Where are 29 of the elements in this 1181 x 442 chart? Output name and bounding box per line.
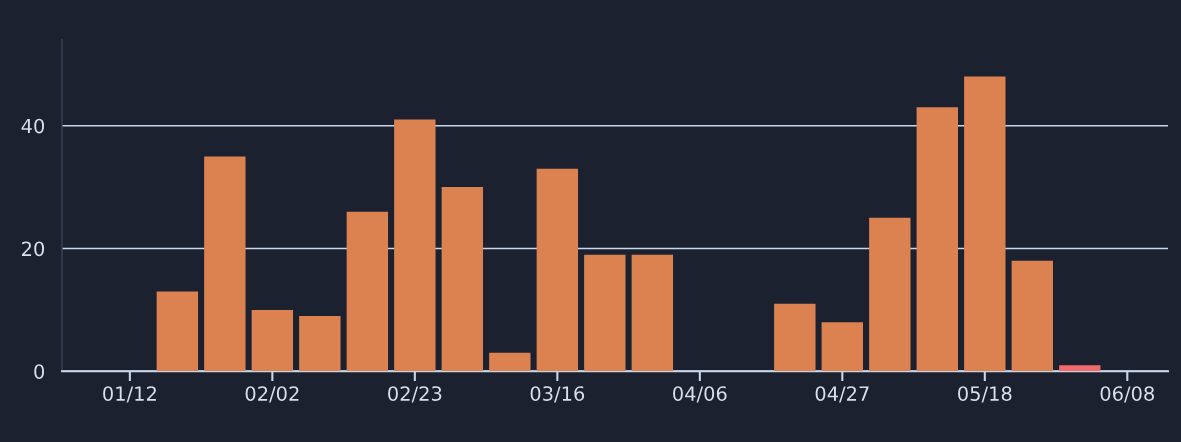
bar [631,254,674,372]
x-tick-label: 02/23 [388,386,442,403]
bar [156,291,199,372]
bar [251,309,294,372]
x-tick-label: 02/02 [245,386,299,403]
bar [584,254,626,372]
bar [869,217,911,372]
bar [441,187,484,372]
x-tick-label: 06/08 [1100,386,1154,403]
x-tick-label: 04/27 [815,386,869,403]
bar [299,316,341,372]
y-tick-label: 0 [34,364,45,379]
bar [394,119,436,372]
bar [536,168,579,372]
x-tick-label: 03/16 [530,386,585,403]
y-tick-label: 40 [21,118,45,134]
y-tick-label: 20 [22,241,45,257]
bar [346,211,389,372]
bar [821,322,864,372]
bar [489,352,531,372]
bar [774,303,816,372]
bar [204,156,246,372]
bar [1059,365,1101,372]
x-tick-label: 01/12 [103,386,156,403]
x-tick-label: 05/18 [958,386,1012,403]
x-tick-label: 04/06 [673,386,727,403]
bar [964,76,1006,372]
bar [1011,260,1053,372]
bar [916,107,958,372]
